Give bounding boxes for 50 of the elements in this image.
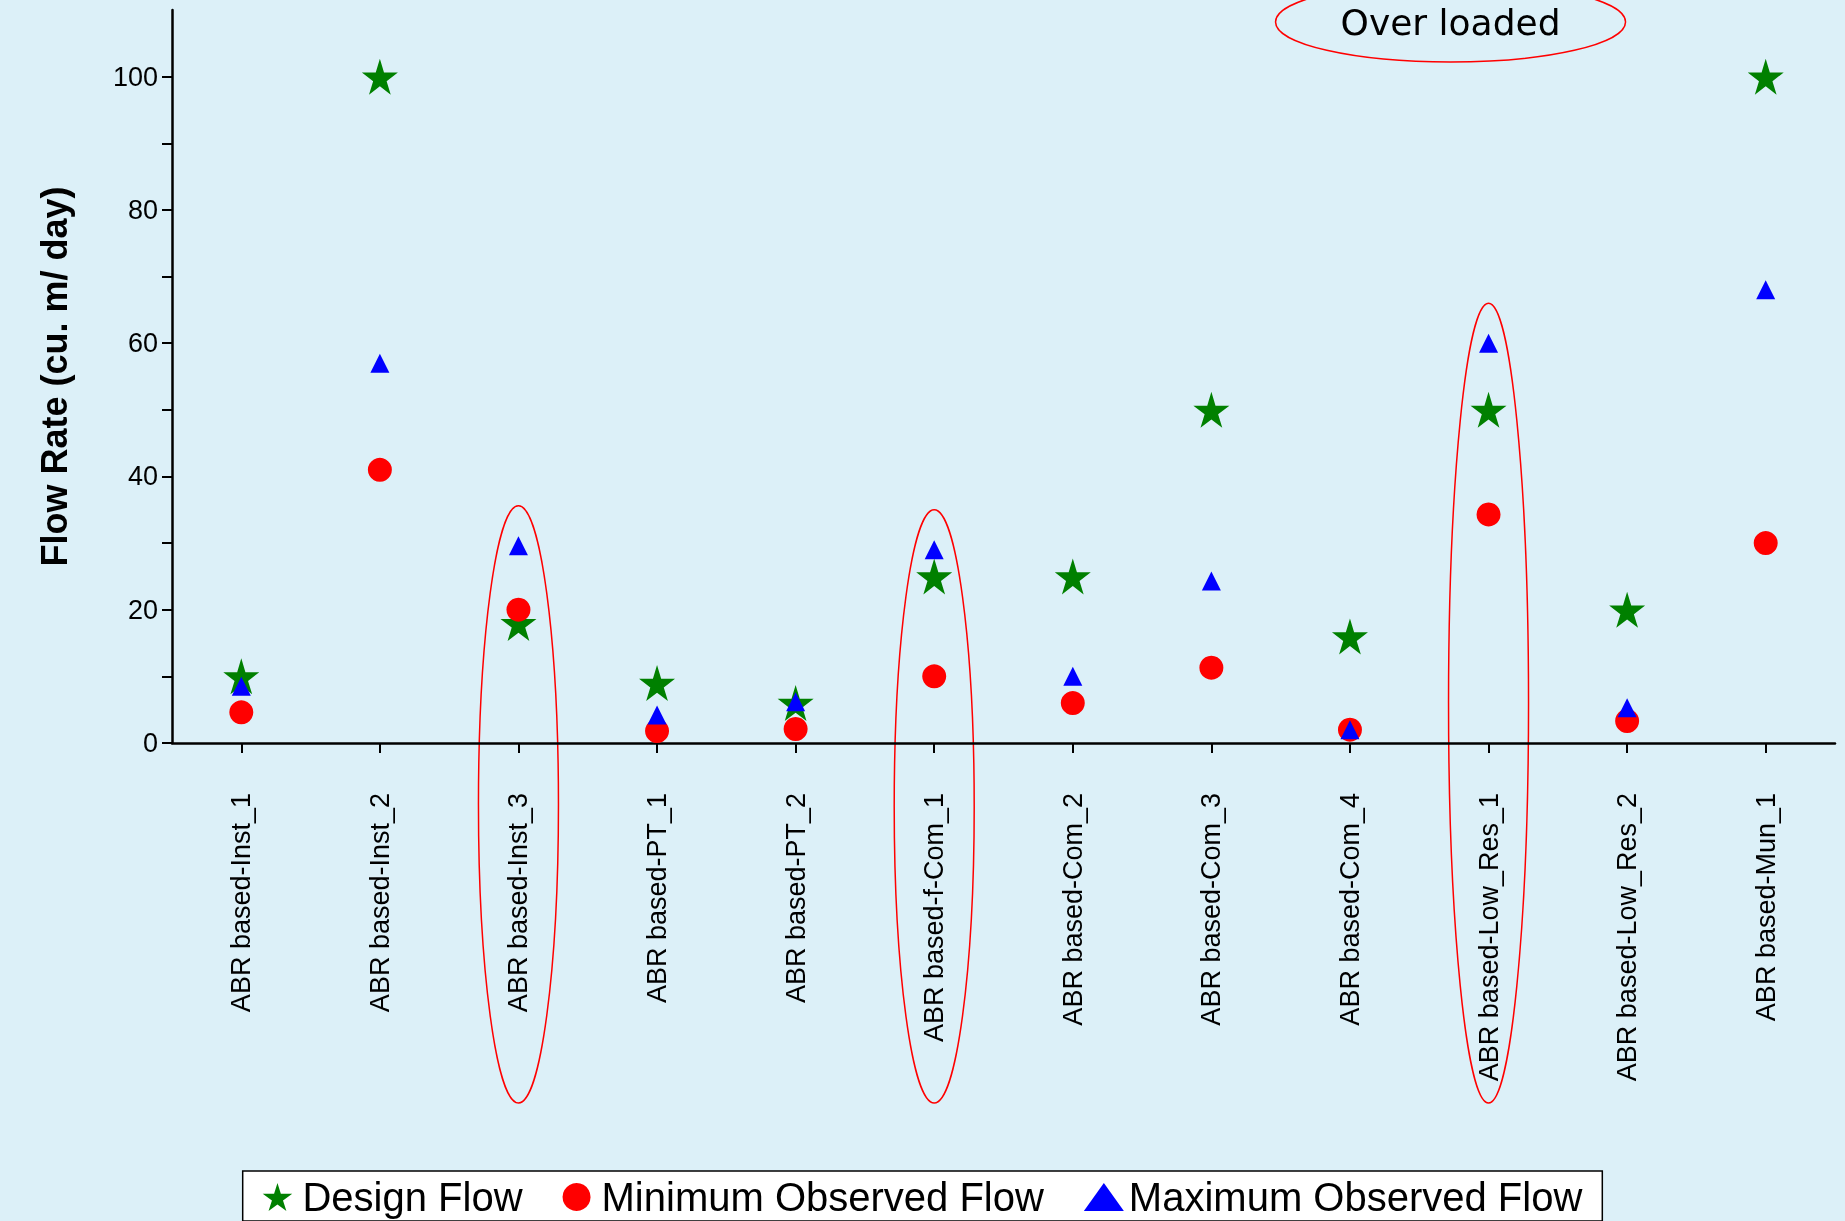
- x-tick-label: ABR based-Low_Res_2: [1612, 793, 1643, 1082]
- point: [1476, 502, 1501, 527]
- point: [367, 457, 392, 482]
- x-tick-label: ABR based-f-Com_1: [919, 793, 950, 1043]
- x-tick-label: ABR based-Mun_1: [1750, 793, 1781, 1022]
- y-axis-title: Flow Rate (cu. m/ day): [33, 186, 75, 567]
- y-tick-label: 40: [127, 461, 158, 492]
- x-tick-label: ABR based-Com_3: [1196, 793, 1227, 1026]
- y-tick-label: 0: [142, 728, 158, 758]
- point: [1201, 571, 1221, 591]
- point: [1470, 391, 1507, 428]
- y-tick-label: 20: [127, 594, 158, 625]
- point: [1756, 280, 1776, 300]
- x-tick-label: ABR based-PT_1: [642, 793, 673, 1004]
- point: [361, 58, 398, 95]
- point: [1331, 618, 1368, 655]
- x-tick-label: ABR based-PT_2: [780, 793, 811, 1004]
- point: [506, 597, 531, 622]
- point: [1747, 58, 1784, 95]
- point: [1753, 531, 1778, 556]
- point: [229, 700, 254, 725]
- point: [1479, 333, 1499, 353]
- legend-label: Design Flow: [302, 1175, 523, 1219]
- point: [1193, 391, 1230, 428]
- point: [1199, 655, 1224, 680]
- y-tick-label: 60: [127, 328, 158, 359]
- x-tick-label: ABR based-Inst_1: [226, 793, 257, 1013]
- x-tick-label: ABR based-Com_2: [1057, 793, 1088, 1026]
- point: [1609, 591, 1646, 628]
- point: [1063, 666, 1083, 686]
- point: [639, 665, 676, 702]
- point: [1054, 558, 1091, 595]
- legend-label: Minimum Observed Flow: [601, 1175, 1044, 1219]
- point: [1617, 698, 1637, 718]
- point: [508, 536, 528, 556]
- point: [370, 353, 390, 373]
- point: [916, 558, 953, 595]
- x-tick-label: ABR based-Inst_2: [364, 793, 395, 1013]
- x-tick-label: ABR based-Low_Res_1: [1473, 793, 1504, 1082]
- point: [783, 717, 808, 741]
- point: [1060, 691, 1085, 716]
- x-tick-label: ABR based-Com_4: [1334, 793, 1365, 1026]
- point: [647, 705, 667, 725]
- legend-label: Maximum Observed Flow: [1128, 1175, 1583, 1219]
- point: [922, 664, 947, 689]
- point: [924, 540, 944, 560]
- y-tick-label: 80: [127, 194, 158, 225]
- annotation: Over loaded: [1340, 1, 1561, 43]
- y-tick-label: 100: [112, 61, 158, 92]
- x-tick-label: ABR based-Inst_3: [503, 793, 534, 1013]
